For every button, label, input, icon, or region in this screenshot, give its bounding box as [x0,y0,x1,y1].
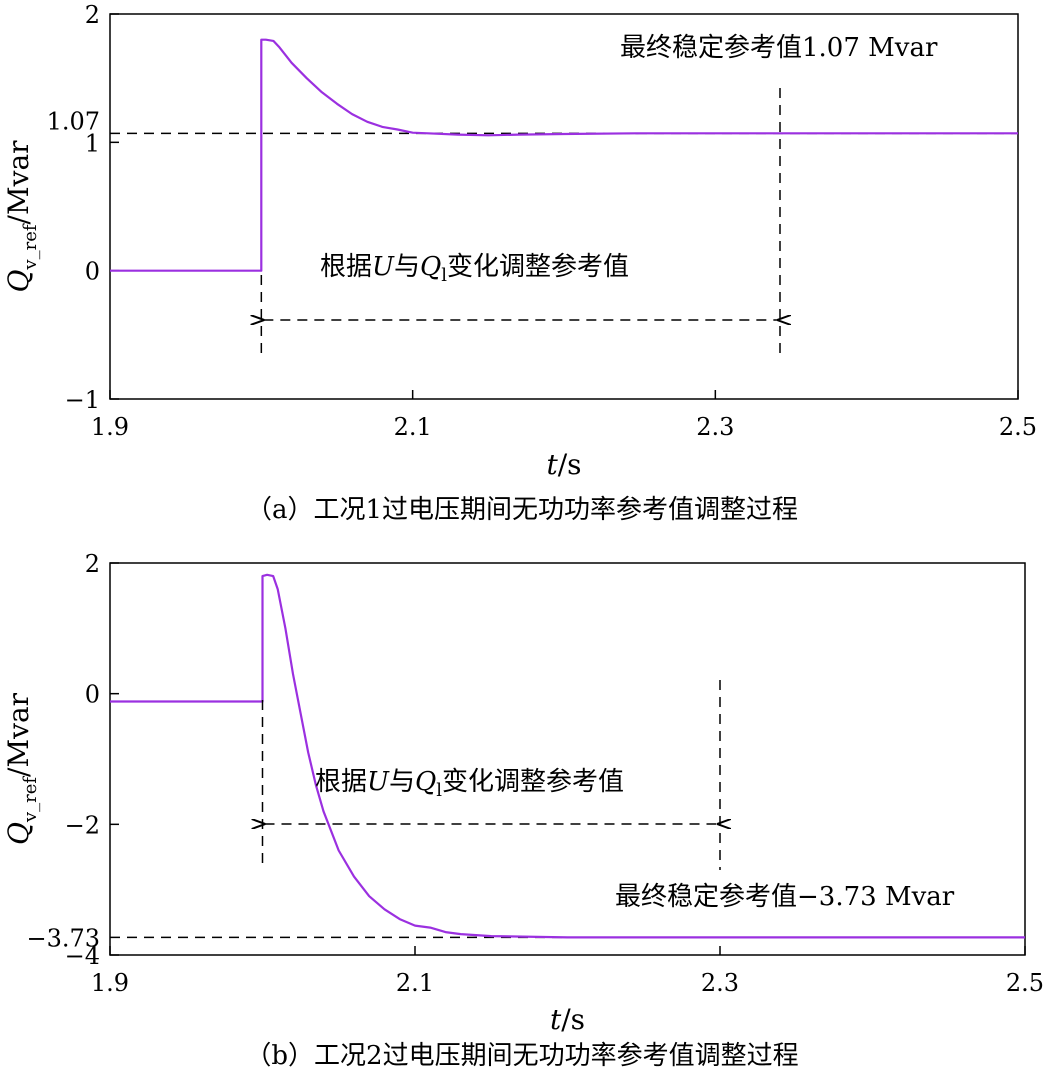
x-axis-var: t [550,1003,562,1036]
y-axis-label: Qv_ref/Mvar [2,140,41,293]
y-tick-label: −1 [65,386,100,414]
adjust-text-post: 变化调整参考值 [442,767,624,797]
y-axis-unit: /Mvar [2,140,35,225]
adjust-text-pre: 根据 [320,252,372,282]
adjust-var-u: U [367,767,390,797]
y-axis-var: Q [2,822,35,845]
x-tick-label: 2.5 [999,413,1037,441]
y-tick-label: 0 [85,681,100,709]
x-tick-label: 2.1 [394,413,432,441]
chart-caption: （a）工况1过电压期间无功功率参考值调整过程 [246,495,798,525]
y-axis-label: Qv_ref/Mvar [2,692,41,845]
y-tick-label: 2 [85,1,100,29]
y-tick-label: 2 [85,550,100,578]
adjust-var-sub: l [436,780,442,801]
y-axis-var: Q [2,270,35,293]
y-tick-label: 1 [85,129,100,157]
adjust-var-q: Q [415,767,436,797]
x-axis-var: t [546,448,558,481]
plot-frame [109,562,1026,956]
adjust-annotation: 根据U与Ql变化调整参考值 [315,767,624,801]
reference-value-label: −3.73 [26,924,100,952]
adjust-annotation: 根据U与Ql变化调整参考值 [320,252,629,286]
x-axis-unit: /s [558,448,582,481]
adjust-text-mid: 与 [394,252,420,282]
x-axis-unit: /s [561,1003,585,1036]
chart-caption: （b）工况2过电压期间无功功率参考值调整过程 [245,1041,798,1071]
chart-b: 1.9 2.1 2.3 2.5 −4 −2 0 2 −3.73 最终稳定参考值−3.73 Mvar… [2,550,1044,1071]
series-line [110,38,1018,272]
x-tick-label: 2.1 [396,969,434,997]
final-value-annotation: 最终稳定参考值−3.73 Mvar [615,882,955,912]
reference-value-label: 1.07 [47,107,100,135]
x-axis-label: t/s [546,448,581,481]
x-axis-label: t/s [550,1003,585,1036]
x-tick-label: 2.5 [1006,969,1044,997]
x-tick-label: 1.9 [91,969,129,997]
adjust-var-q: Q [420,252,441,282]
adjust-text-pre: 根据 [315,767,367,797]
y-tick-label: −2 [65,811,100,839]
y-tick-label: 0 [85,258,100,286]
y-tick-label: −4 [65,942,100,970]
x-tick-label: 1.9 [91,413,129,441]
series-line [110,573,1025,939]
x-tick-label: 2.3 [701,969,739,997]
x-tick-label: 2.3 [696,413,734,441]
adjust-text-mid: 与 [389,767,415,797]
adjust-text-post: 变化调整参考值 [447,252,629,282]
y-axis-unit: /Mvar [2,692,35,777]
adjust-var-sub: l [441,265,447,286]
adjust-var-u: U [372,252,395,282]
plot-frame [109,13,1019,400]
final-value-annotation: 最终稳定参考值1.07 Mvar [620,33,938,63]
y-axis-sub: v_ref [20,776,41,823]
chart-a: 1.9 2.1 2.3 2.5 −1 0 1 2 1.07 最终稳定参考值1.07 Mvar 根据U… [2,1,1037,525]
y-axis-sub: v_ref [20,223,41,270]
